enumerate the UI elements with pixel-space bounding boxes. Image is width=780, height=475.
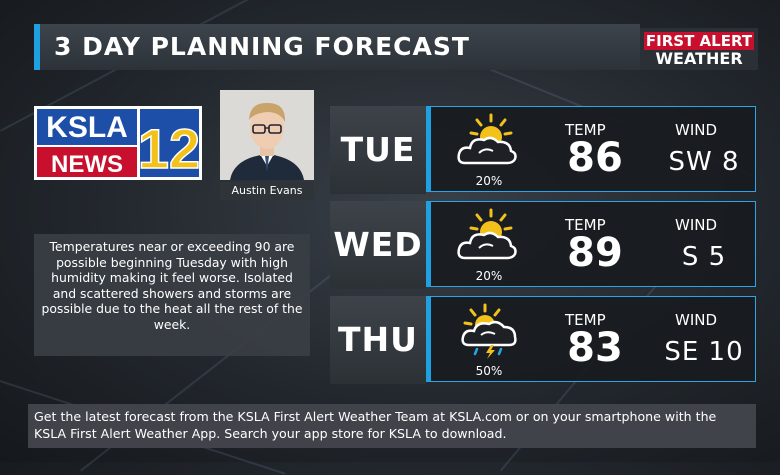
partly-cloudy-icon — [457, 208, 517, 260]
page-title: 3 DAY PLANNING FORECAST — [54, 32, 470, 61]
footer-message: Get the latest forecast from the KSLA Fi… — [28, 404, 756, 448]
logo-text-news: NEWS — [51, 151, 123, 178]
meteorologist-photo — [220, 90, 314, 180]
precip-chance: 50% — [475, 364, 503, 378]
first-alert-weather-logo: FIRST ALERT WEATHER — [640, 28, 758, 70]
forecast-summary: Temperatures near or exceeding 90 are po… — [34, 234, 310, 356]
wind-label: WIND — [675, 216, 718, 234]
precip-chance: 20% — [475, 174, 503, 188]
temp-value: 89 — [567, 230, 623, 276]
wind-label: WIND — [675, 311, 718, 329]
thunderstorm-sun-icon — [461, 303, 517, 359]
wind-value: S 5 — [681, 242, 727, 272]
forecast-row-tue: TUE 20% TEMP WIND 86 SW 8 — [330, 106, 756, 194]
day-label: THU — [330, 296, 426, 384]
forecast-row-wed: WED 20% TEMP WIND 89 S 5 — [330, 201, 756, 289]
forecast-details: 20% TEMP WIND 86 SW 8 — [426, 106, 756, 192]
temp-value: 83 — [567, 325, 623, 371]
brand-line-1: FIRST ALERT — [644, 32, 754, 50]
logo-channel-number: 12 — [138, 117, 200, 180]
wind-value: SW 8 — [668, 147, 740, 177]
precip-chance: 20% — [475, 269, 503, 283]
temp-label: TEMP — [565, 311, 606, 329]
day-label: WED — [330, 201, 426, 289]
brand-line-2: WEATHER — [655, 49, 743, 68]
forecast-details: 50% TEMP WIND 83 SE 10 — [426, 296, 756, 382]
forecast-details: 20% TEMP WIND 89 S 5 — [426, 201, 756, 287]
logo-text-ksla: KSLA — [46, 111, 128, 144]
station-logo: KSLA NEWS 12 — [34, 106, 202, 181]
forecast-row-thu: THU 50% TEMP WIND 83 SE 10 — [330, 296, 756, 384]
wind-label: WIND — [675, 121, 718, 139]
temp-label: TEMP — [565, 121, 606, 139]
title-bar: 3 DAY PLANNING FORECAST — [34, 24, 640, 70]
partly-cloudy-icon — [457, 113, 517, 165]
wind-value: SE 10 — [664, 337, 744, 367]
day-label: TUE — [330, 106, 426, 194]
temp-value: 86 — [567, 135, 623, 181]
temp-label: TEMP — [565, 216, 606, 234]
meteorologist-name: Austin Evans — [220, 182, 314, 200]
